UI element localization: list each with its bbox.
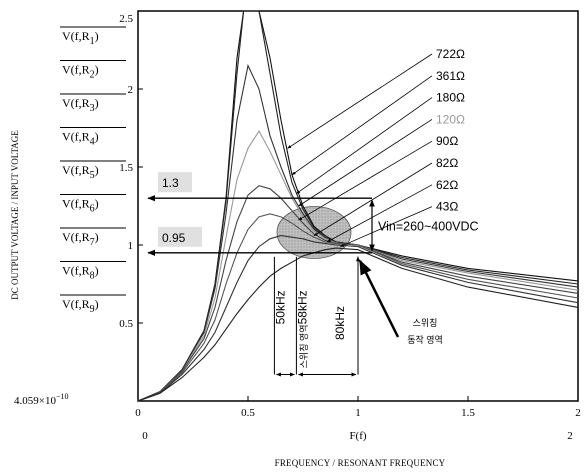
frequency-label: 50kHz	[273, 290, 287, 324]
series-label: 90Ω	[436, 134, 458, 148]
series-leader-line	[340, 206, 433, 247]
series-line	[137, 213, 579, 402]
x-tick-labels: 0 0.5 1 1.5 2	[135, 396, 581, 419]
series-label: 180Ω	[436, 91, 465, 105]
vin-label: Vin=260~400VDC	[378, 219, 479, 233]
reference-label-box	[158, 172, 192, 193]
x-tick-label: 0	[135, 407, 141, 419]
y-tick-labels: 0.5 1 1.5 2	[119, 84, 143, 330]
y-tick-label: 2	[128, 84, 134, 96]
y-max-label: 2.5	[119, 13, 133, 25]
region-below-label: 스위칭 영역	[299, 324, 309, 368]
y-min-mantissa: 4.059×10	[14, 395, 56, 407]
y-series-labels: V(f,R1) V(f,R2) V(f,R3) V(f,R4) V(f,R5) V(f,R…	[60, 26, 126, 315]
reference-line-label: 0.95	[162, 231, 186, 245]
x-max-label: 2	[567, 430, 573, 442]
series-line	[137, 235, 579, 402]
reference-lines: 1.3 0.95	[147, 172, 372, 256]
region-right-label: 스위칭 동작 영역	[358, 259, 443, 345]
series-label: 722Ω	[436, 47, 465, 61]
y-series-label: V(f,R3)	[62, 96, 99, 114]
series-leader-line	[296, 97, 433, 194]
series-label: 43Ω	[436, 200, 458, 214]
svg-text:스위칭 영역: 스위칭 영역	[299, 324, 309, 368]
y-series-label: V(f,R5)	[62, 163, 99, 181]
series-lines	[137, 10, 579, 402]
series-leader-line	[326, 184, 433, 243]
y-series-label: V(f,R4)	[62, 130, 99, 148]
series-label: 120Ω	[436, 112, 465, 126]
frequency-label: 58kHz	[295, 290, 309, 324]
y-series-label: V(f,R2)	[62, 63, 99, 81]
x-axis-title: FREQUENCY / RESONANT FREQUENCY	[275, 458, 446, 468]
operating-region-ellipse	[276, 206, 352, 259]
series-leader-line	[298, 140, 433, 221]
svg-text:동작 영역: 동작 영역	[407, 335, 443, 345]
series-line	[137, 247, 579, 402]
series-leader-line	[313, 162, 433, 236]
series-label: 361Ω	[436, 69, 465, 83]
x-tick-label: 2	[575, 407, 581, 419]
y-series-label: V(f,R1)	[62, 29, 99, 47]
series-legend-labels: 722Ω 361Ω 180Ω 120Ω 90Ω 82Ω 62Ω 43Ω	[287, 47, 465, 247]
series-label: 82Ω	[436, 156, 458, 170]
frequency-label: 80kHz	[333, 306, 347, 340]
y-tick-label: 1.5	[119, 162, 133, 174]
y-tick-label: 1	[128, 240, 134, 252]
svg-text:스위칭: 스위칭	[413, 318, 438, 328]
x-tick-label: 1	[355, 407, 361, 419]
vin-annotation: Vin=260~400VDC	[369, 199, 479, 252]
y-series-label: V(f,R8)	[62, 264, 99, 282]
x-min-label: 0	[142, 430, 148, 442]
x-tick-label: 1.5	[461, 407, 475, 419]
series-leader-line	[287, 53, 433, 149]
y-series-label: V(f,R6)	[62, 197, 99, 215]
series-leader-line	[291, 75, 433, 176]
frequency-markers: 50kHz 58kHz 80kHz	[273, 256, 360, 377]
y-axis-title: DC OUTPUT VOLTAGE / INPUT VOLTAGE	[10, 130, 20, 300]
reference-line-label: 1.3	[162, 176, 179, 190]
reference-label-box	[158, 226, 202, 247]
x-axis-symbol: F(f)	[349, 430, 366, 442]
series-label: 62Ω	[436, 178, 458, 192]
series-leader-line	[298, 119, 433, 207]
y-min-exponent: −10	[56, 392, 69, 401]
y-min-label: 4.059×10−10	[14, 392, 68, 407]
y-tick-label: 0.5	[119, 318, 133, 330]
y-series-label: V(f,R7)	[62, 230, 99, 248]
y-series-label: V(f,R9)	[62, 297, 99, 315]
x-tick-label: 0.5	[241, 407, 255, 419]
